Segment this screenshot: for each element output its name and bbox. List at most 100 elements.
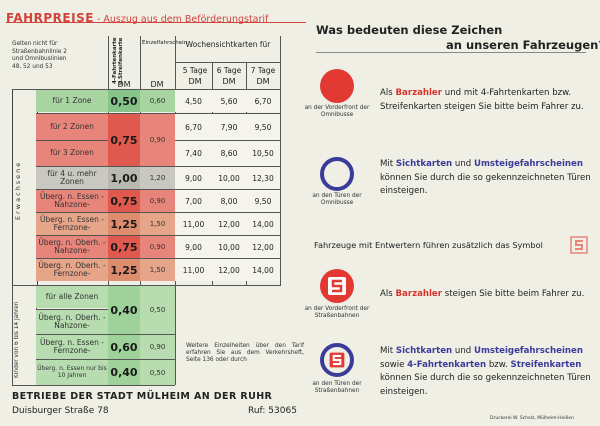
price-5tage: 4,50 xyxy=(175,90,212,112)
table-row: Überg. n. Essen -Nahzone- 0,75 0,90 7,00… xyxy=(36,190,280,212)
price-4fahrt: 1,25 xyxy=(108,213,140,235)
header-einzel: Einzelfahrschein xyxy=(142,40,188,46)
table-row: für 4 u. mehr Zonen 1,00 1,20 9,00 10,00… xyxy=(36,167,280,189)
text: bzw. xyxy=(486,359,511,370)
s-glyph-icon xyxy=(329,352,345,368)
row-label: Überg. n. Essen -Fernzone- xyxy=(36,335,108,359)
dm-label: DM xyxy=(188,77,202,86)
highlight-umsteige: Umsteigefahrscheinen xyxy=(473,346,583,356)
text: steigen Sie bitte beim Fahrer zu. xyxy=(442,289,585,299)
table-row: für alle Zonen xyxy=(36,286,175,308)
row-label: für 4 u. mehr Zonen xyxy=(36,167,108,189)
price-6tage: 7,90 xyxy=(212,114,246,140)
table-row: Überg. n. Essen nur bis 10 Jahren 0,40 0… xyxy=(36,360,175,385)
price-7tage: 12,30 xyxy=(246,167,280,189)
text: Mit xyxy=(380,346,396,356)
row-label: für 3 Zonen xyxy=(36,140,108,166)
title-underline xyxy=(316,52,586,53)
row-label: für 1 Zone xyxy=(36,90,108,112)
row-label: für alle Zonen xyxy=(36,286,108,308)
price-einzel: 0,60 xyxy=(140,90,175,112)
price-7tage: 14,00 xyxy=(246,259,280,281)
price-6tage: 10,00 xyxy=(212,236,246,258)
red-dot-icon xyxy=(320,69,354,103)
table-row: für 1 Zone 0,50 0,60 4,50 5,60 6,70 xyxy=(36,90,280,112)
company-address: Duisburger Straße 78 xyxy=(12,406,109,416)
text: und xyxy=(452,346,474,356)
symbol-caption: an den Türen der Straßenbahnen xyxy=(312,381,362,394)
symbol-description: Als Barzahler steigen Sie bitte beim Fah… xyxy=(380,288,595,302)
symbol-caption: an den Türen der Omnibusse xyxy=(312,193,362,206)
header-7tage: 7 Tage xyxy=(250,66,276,75)
symbol-description: Mit Sichtkarten und Umsteigefahrscheinen… xyxy=(380,158,595,199)
page-title: FAHRPREISE xyxy=(6,11,94,25)
highlight-barzahler: Barzahler xyxy=(395,88,443,98)
highlight-streifen: Streifenkarten xyxy=(510,359,582,370)
price-einzel: 0,90 xyxy=(140,190,175,212)
entwerter-s-icon xyxy=(570,236,588,254)
highlight-barzahler: Barzahler xyxy=(395,289,443,299)
symbol-description: Als Barzahler und mit 4-Fahrtenkarten bz… xyxy=(380,87,595,114)
row-label: für 2 Zonen xyxy=(36,114,108,140)
text: können Sie durch die so gekennzeichneten… xyxy=(380,373,591,397)
table-row: Überg. n. Oberh. -Nahzone- 0,75 0,90 9,0… xyxy=(36,236,280,258)
right-title-line2: an unseren Fahrzeugen? xyxy=(446,38,600,52)
text: Als xyxy=(380,88,396,98)
grid-line xyxy=(175,140,280,141)
grid-line xyxy=(36,334,175,335)
text: können Sie durch die so gekennzeichneten… xyxy=(380,172,591,197)
grid-line xyxy=(36,113,280,114)
price-7tage: 6,70 xyxy=(246,90,280,112)
price-4fahrt: 0,75 xyxy=(108,190,140,212)
symbol-description: Mit Sichtkarten und Umsteigefahrscheinen… xyxy=(380,345,595,399)
price-7tage: 10,50 xyxy=(246,140,280,166)
price-4fahrt: 1,25 xyxy=(108,259,140,281)
grid-line xyxy=(36,189,280,190)
price-5tage: 7,00 xyxy=(175,190,212,212)
row-label: Überg. n. Essen -Nahzone- xyxy=(36,190,108,212)
kinder-label: Kinder von 6 bis 14 Jahren xyxy=(14,301,20,379)
price-5tage: 6,70 xyxy=(175,114,212,140)
header-6tage: 6 Tage xyxy=(216,66,242,75)
header-4fahrt: 4-Fahrtenkarte u.Streifenkarte xyxy=(112,37,124,85)
price-5tage: 9,00 xyxy=(175,236,212,258)
grid-line xyxy=(36,258,280,259)
grid-line xyxy=(36,166,280,167)
price-einzel: 0,50 xyxy=(140,360,175,385)
grid-line xyxy=(36,359,175,360)
price-4fahrt: 0,60 xyxy=(108,335,140,359)
price-4fahrt: 0,75 xyxy=(108,114,140,166)
row-label: Überg. n. Oberh. -Nahzone- xyxy=(36,236,108,258)
price-7tage: 9,50 xyxy=(246,190,280,212)
grid-line xyxy=(36,140,108,141)
header: FAHRPREISE - Auszug aus dem Beförderungs… xyxy=(6,7,306,26)
price-7tage: 14,00 xyxy=(246,213,280,235)
table-row: Überg. n. Essen -Fernzone- 1,25 1,50 11,… xyxy=(36,213,280,235)
price-einzel: 1,50 xyxy=(140,259,175,281)
grid-line xyxy=(36,235,280,236)
row-label: Überg. n. Essen -Fernzone- xyxy=(36,213,108,235)
price-einzel: 0,90 xyxy=(140,335,175,359)
grid-line xyxy=(12,285,280,286)
header-5tage: 5 Tage xyxy=(182,66,208,75)
s-glyph-icon xyxy=(328,277,346,295)
price-6tage: 12,00 xyxy=(212,213,246,235)
price-6tage: 8,00 xyxy=(212,190,246,212)
text: und xyxy=(452,159,474,169)
highlight-4fahrt: 4-Fahrtenkarten xyxy=(407,359,487,370)
header-wochen: Wochensichtkarten für xyxy=(185,40,271,49)
text: Als xyxy=(380,289,396,299)
price-4fahrt: 0,50 xyxy=(108,90,140,112)
price-5tage: 11,00 xyxy=(175,259,212,281)
grid-line xyxy=(36,212,280,213)
text: und mit 4-Fahrtenkarten bzw. Streifenkar… xyxy=(380,88,584,112)
price-6tage: 8,60 xyxy=(212,140,246,166)
red-s-icon xyxy=(320,269,354,303)
price-6tage: 5,60 xyxy=(212,90,246,112)
grid-line xyxy=(175,285,176,385)
dm-label: DM xyxy=(150,80,164,89)
price-4fahrt: 0,75 xyxy=(108,236,140,258)
entwerter-note: Fahrzeuge mit Entwertern führen zusätzli… xyxy=(314,240,543,250)
price-5tage: 9,00 xyxy=(175,167,212,189)
